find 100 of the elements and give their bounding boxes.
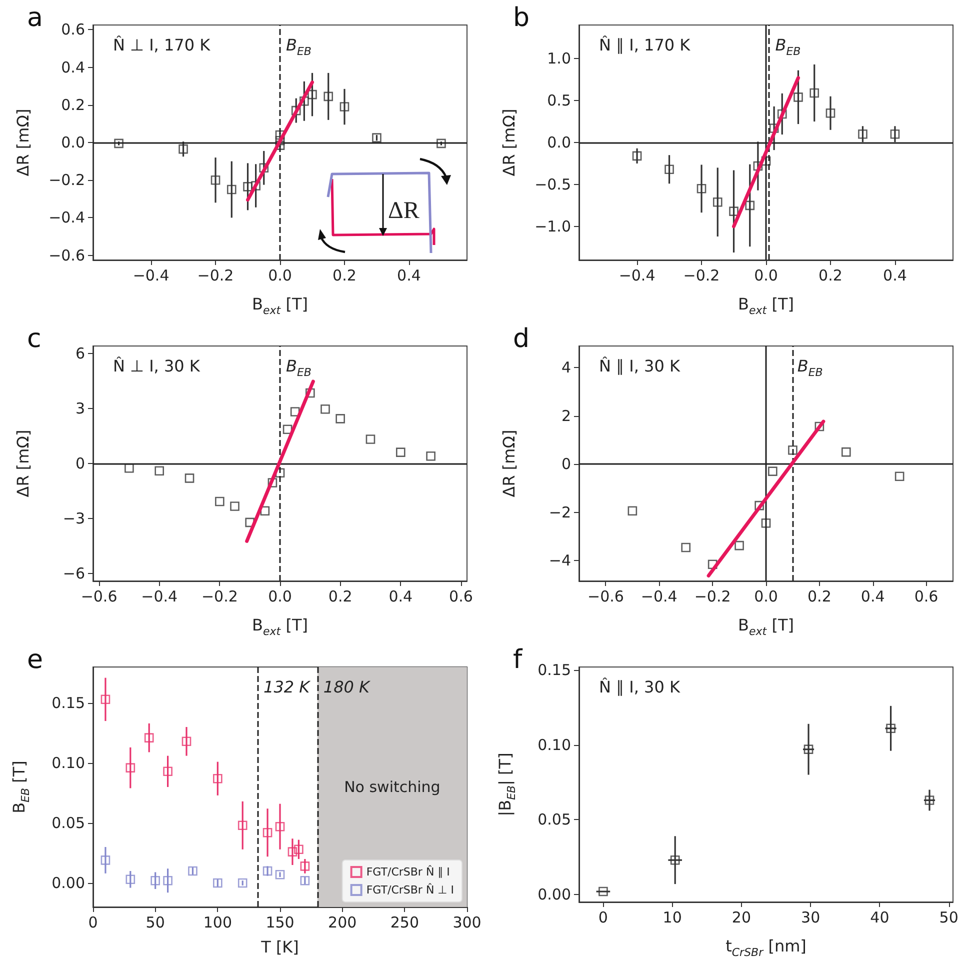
point — [924, 796, 934, 805]
x-tick-label: 250 — [390, 914, 419, 932]
point — [664, 164, 674, 174]
y-tick-label: 0 — [75, 454, 85, 472]
point — [213, 878, 222, 888]
point — [681, 542, 691, 552]
point — [243, 182, 252, 192]
point — [745, 200, 755, 210]
point — [794, 92, 803, 102]
y-tick-label: −0.2 — [48, 171, 85, 190]
y-tick-label: 0.5 — [547, 92, 571, 110]
point — [598, 886, 608, 896]
chart-title: f — [513, 645, 523, 675]
x-tick-label: −0.4 — [618, 266, 656, 284]
point — [804, 744, 814, 754]
y-axis-title: ΔR [mΩ] — [500, 430, 518, 498]
x-tick-label: 0.6 — [914, 588, 938, 606]
point — [100, 694, 110, 704]
y-tick-label: 6 — [75, 344, 85, 362]
point — [712, 197, 722, 207]
y-tick-label: −0.4 — [48, 208, 85, 227]
y-tick-label: 0.10 — [52, 754, 85, 772]
point — [753, 161, 763, 171]
legend-label: FGT/CrSBr N̂ ⊥ I — [366, 882, 454, 896]
point — [366, 434, 376, 444]
point — [275, 870, 285, 880]
annotation: N̂ ∥ I, 170 K — [599, 36, 691, 54]
point — [126, 763, 136, 772]
point — [182, 736, 192, 746]
point — [761, 518, 771, 528]
x-tick-label: 30 — [801, 908, 820, 926]
point — [890, 129, 900, 139]
point — [150, 876, 160, 886]
point — [215, 496, 224, 506]
annotation: N̂ ⊥ I, 170 K — [113, 36, 211, 54]
y-tick-label: 0.00 — [52, 874, 85, 892]
x-tick-label: 0.2 — [808, 588, 832, 606]
hysteresis-loop-diagram: ΔR — [318, 145, 463, 257]
point — [262, 866, 272, 876]
point — [324, 92, 334, 102]
y-tick-label: −6 — [62, 564, 85, 583]
y-tick-label: −0.5 — [534, 175, 571, 194]
x-tick-label: −0.2 — [201, 588, 238, 606]
y-tick-label: 0.0 — [547, 134, 571, 152]
point — [306, 388, 315, 398]
y-axis-title: ΔR [mΩ] — [500, 108, 518, 176]
x-tick-label: 100 — [203, 914, 232, 932]
y-tick-label: 0.15 — [538, 660, 571, 679]
x-tick-label: 0.2 — [328, 588, 352, 606]
point — [754, 500, 764, 510]
point — [777, 109, 787, 119]
point — [188, 866, 198, 876]
annotation: N̂ ⊥ I, 30 K — [113, 356, 200, 376]
x-tick-label: 300 — [452, 914, 482, 932]
point — [275, 136, 285, 146]
x-tick-label: 0.0 — [754, 588, 778, 606]
point — [426, 452, 436, 461]
x-tick-label: 0.4 — [883, 266, 907, 284]
point — [178, 144, 188, 154]
x-axis-title: T [K] — [260, 938, 299, 956]
ref-line-label: 132 K — [264, 678, 312, 696]
point — [300, 862, 310, 871]
x-tick-label: 200 — [328, 914, 357, 932]
point — [259, 163, 269, 173]
point — [238, 878, 248, 888]
x-tick-label: −0.4 — [640, 588, 678, 606]
point — [336, 414, 345, 424]
y-axis-title: ΔR [mΩ] — [14, 108, 32, 176]
x-tick-label: −0.2 — [694, 588, 731, 606]
y-tick-label: 4 — [561, 358, 571, 377]
point — [291, 106, 301, 116]
point — [230, 502, 240, 511]
y-tick-label: 0 — [561, 455, 571, 474]
chart-title: b — [513, 3, 530, 33]
y-axis-title: |BEB| [T] — [496, 752, 518, 816]
point — [184, 474, 194, 483]
point — [320, 404, 330, 414]
point — [126, 874, 136, 884]
y-tick-label: 0.2 — [61, 96, 85, 114]
y-tick-label: 0.0 — [61, 134, 85, 152]
x-tick-label: 10 — [662, 908, 682, 926]
point — [282, 424, 292, 434]
point — [788, 445, 798, 455]
point — [826, 108, 836, 118]
point — [841, 447, 851, 457]
point — [251, 181, 260, 190]
point — [708, 560, 718, 570]
x-tick-label: −0.4 — [141, 588, 178, 606]
point — [288, 847, 298, 856]
y-tick-label: 0.6 — [61, 20, 85, 39]
y-tick-label: −0.6 — [48, 246, 85, 264]
y-tick-label: 0.15 — [52, 694, 85, 712]
point — [858, 129, 868, 139]
chart-title: c — [27, 324, 42, 354]
x-tick-label: 0 — [88, 914, 98, 932]
y-tick-label: −3 — [62, 510, 85, 528]
y-tick-label: 0.00 — [538, 886, 571, 904]
x-tick-label: 50 — [146, 914, 165, 932]
point — [814, 422, 824, 432]
point — [886, 724, 896, 734]
